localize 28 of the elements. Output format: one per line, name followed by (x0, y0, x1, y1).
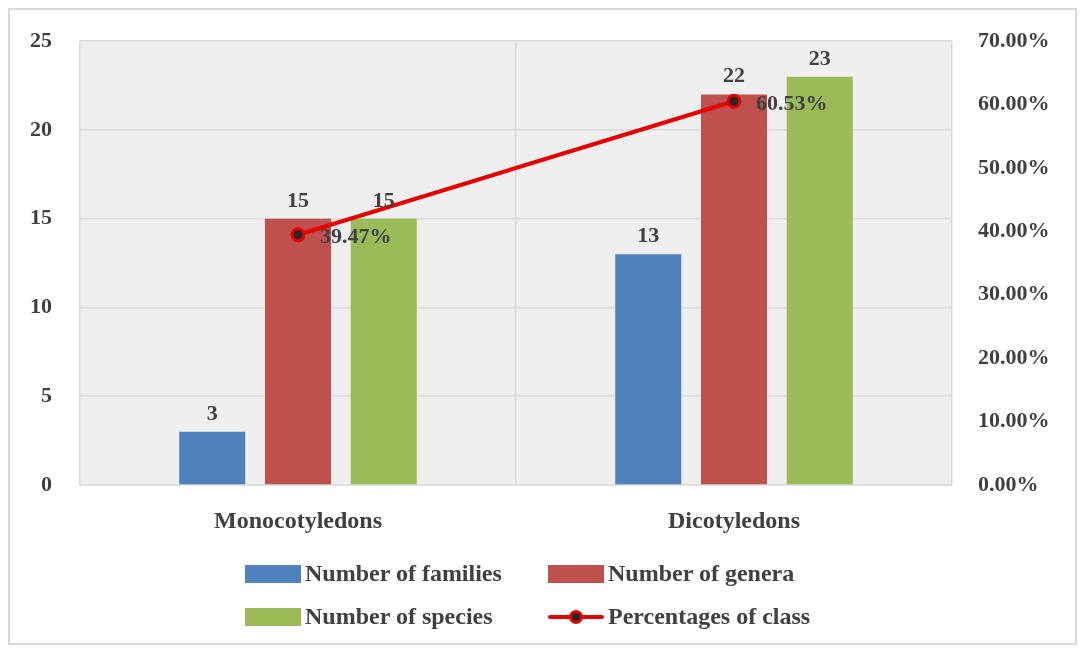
y2-tick-label: 30.00% (978, 280, 1050, 306)
x-tick-label: Dicotyledons (668, 506, 800, 533)
y2-tick-label: 20.00% (978, 343, 1050, 369)
y2-tick-label: 40.00% (978, 217, 1050, 243)
data-label: 22 (723, 62, 745, 88)
bar (615, 254, 682, 485)
y2-tick-label: 0.00% (978, 470, 1039, 496)
legend-label: Percentages of class (608, 603, 811, 630)
y-tick-label: 5 (41, 381, 52, 407)
legend-label: Number of genera (608, 560, 795, 587)
data-label: 15 (372, 186, 395, 212)
y2-tick-label: 10.00% (978, 407, 1050, 433)
y-tick-label: 0 (41, 470, 52, 496)
x-tick-label: Monocotyledons (214, 506, 382, 533)
data-label: 3 (206, 399, 218, 425)
legend-label: Number of families (305, 560, 502, 587)
bar (179, 431, 246, 485)
data-label: 13 (637, 222, 660, 248)
data-label: 23 (808, 44, 831, 70)
legend-label: Number of species (305, 603, 493, 630)
y-tick-label: 10 (30, 293, 52, 319)
y2-tick-label: 60.00% (978, 90, 1050, 116)
y2-tick-label: 70.00% (978, 26, 1050, 52)
data-label: 15 (287, 186, 309, 212)
y-tick-label: 25 (30, 26, 52, 52)
y2-tick-label: 50.00% (978, 153, 1050, 179)
y-tick-label: 20 (30, 115, 52, 141)
y-tick-label: 15 (30, 204, 52, 230)
